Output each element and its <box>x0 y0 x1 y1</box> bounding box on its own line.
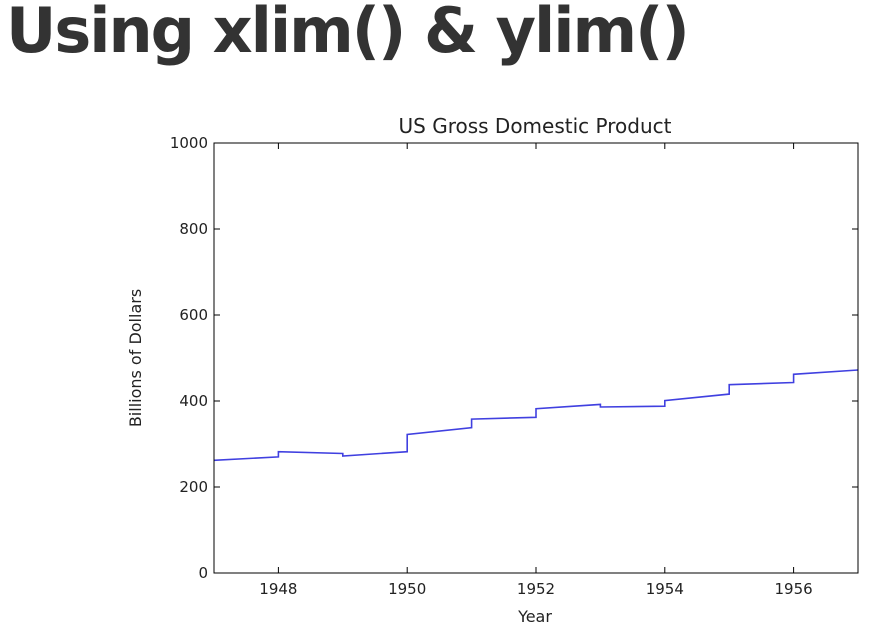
plot-area <box>213 142 859 574</box>
y-tick-label-3: 600 <box>179 306 208 324</box>
axis-ticks: 1948 1950 1952 1954 1956 0 200 400 600 800 1000 <box>170 134 858 598</box>
chart-title: US Gross Domestic Product <box>399 114 672 138</box>
slide-title: Using xlim() & ylim() <box>6 0 690 67</box>
x-tick-label-4: 1956 <box>775 580 813 598</box>
plot-frame <box>213 142 859 574</box>
x-tick-label-3: 1954 <box>646 580 684 598</box>
x-axis-label: Year <box>517 607 552 626</box>
y-tick-label-0: 0 <box>198 564 208 582</box>
y-tick-label-5: 1000 <box>170 134 208 152</box>
series-line-0 <box>213 369 859 462</box>
y-tick-label-4: 800 <box>179 220 208 238</box>
y-tick-label-2: 400 <box>179 392 208 410</box>
x-tick-label-2: 1952 <box>517 580 555 598</box>
y-tick-label-1: 200 <box>179 478 208 496</box>
x-tick-label-1: 1950 <box>388 580 426 598</box>
y-axis-label: Billions of Dollars <box>126 289 145 427</box>
x-tick-label-0: 1948 <box>259 580 297 598</box>
